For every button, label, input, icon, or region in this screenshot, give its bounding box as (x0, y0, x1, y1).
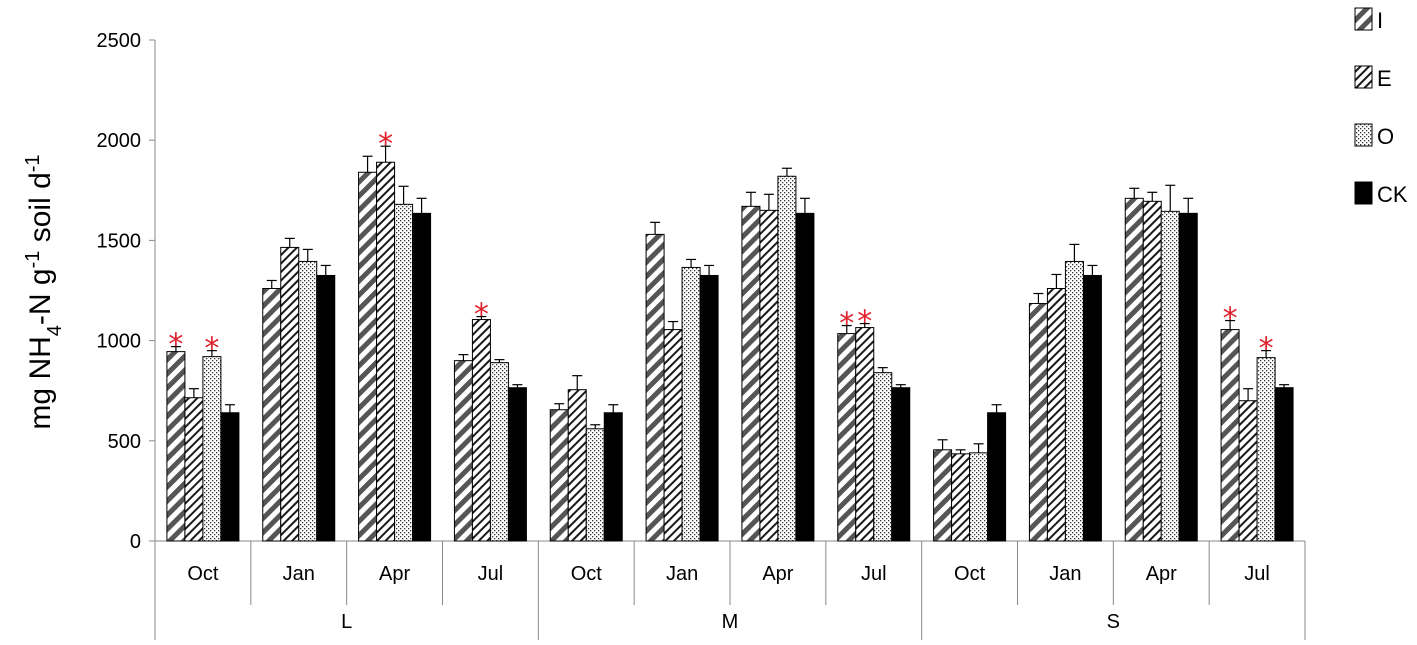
legend: I E O CK (1354, 7, 1408, 207)
y-tick-label: 500 (108, 431, 141, 453)
bar (298, 260, 318, 542)
x-group-label: M (722, 611, 739, 633)
bar (969, 452, 989, 542)
bar (873, 372, 893, 542)
bar (933, 449, 953, 542)
legend-swatch (1354, 65, 1373, 89)
bar (1238, 400, 1258, 542)
bar (681, 266, 701, 542)
x-month-label: Oct (571, 563, 603, 585)
bar (453, 360, 473, 542)
bar (1220, 329, 1240, 542)
significance-star: * (168, 328, 183, 363)
y-tick-label: 1000 (97, 331, 142, 353)
x-month-label: Jan (666, 563, 698, 585)
axes: 0 500 1000 1500 2000 2500 (97, 30, 1306, 640)
x-group-label: L (341, 611, 352, 633)
y-axis-label-sup1: -1 (22, 251, 44, 269)
significance-star: * (378, 127, 393, 162)
y-axis-label: mg NH4-N g-1 soil d-1 (22, 154, 66, 429)
y-tick-label: 2500 (97, 30, 142, 52)
x-month-label: Oct (187, 563, 219, 585)
bar (1028, 303, 1048, 542)
bar (262, 287, 282, 542)
y-axis-label-sup2: -1 (22, 154, 44, 172)
legend-label: CK (1377, 182, 1408, 207)
bar (795, 212, 815, 542)
bar (1046, 287, 1066, 542)
significance-star: * (1223, 302, 1238, 337)
bar (891, 387, 911, 542)
bar (507, 387, 527, 542)
bar (220, 412, 240, 542)
legend-label: E (1377, 66, 1392, 91)
x-group-label: S (1107, 611, 1120, 633)
bar (741, 205, 761, 542)
significance-star: * (204, 332, 219, 367)
x-month-label: Oct (954, 563, 986, 585)
bar (759, 209, 779, 542)
y-axis-label-sub: 4 (44, 325, 66, 336)
bar (489, 362, 509, 542)
significance-star: * (839, 307, 854, 342)
bar (1064, 260, 1084, 542)
bar (663, 329, 683, 542)
bar (412, 212, 432, 542)
bar (951, 453, 971, 542)
bar (987, 412, 1007, 542)
bar (585, 428, 605, 542)
bar (280, 246, 300, 542)
bar (549, 409, 569, 542)
bar (316, 274, 336, 542)
bar (376, 161, 396, 542)
bar (837, 333, 857, 542)
y-axis-label-mid2: soil d (24, 172, 57, 250)
bar (358, 171, 378, 542)
bar (777, 175, 797, 542)
x-month-label: Jul (478, 563, 504, 585)
bar (1082, 274, 1102, 542)
bar (1178, 212, 1198, 542)
significance-star: * (1259, 332, 1274, 367)
legend-label: O (1377, 124, 1394, 149)
y-axis-label-prefix: mg NH (24, 336, 57, 429)
y-tick-label: 2000 (97, 130, 142, 152)
bar (699, 274, 719, 542)
bar (394, 203, 414, 542)
bar (166, 351, 186, 542)
bar (1256, 357, 1276, 542)
x-month-label: Apr (762, 563, 793, 585)
bar (1124, 197, 1144, 542)
x-month-label: Jan (1049, 563, 1081, 585)
bar (471, 319, 491, 542)
bar (1274, 387, 1294, 542)
x-month-label: Jul (1244, 563, 1270, 585)
significance-star: * (857, 305, 872, 340)
x-category-labels: Oct Jan Apr Jul L Oct Jan Apr Jul M Oct Jan Apr Jul S (187, 563, 1270, 633)
bar (855, 327, 875, 542)
bars: * *** * * ** (166, 127, 1294, 542)
bar (202, 356, 222, 542)
significance-star: * (474, 298, 489, 333)
x-month-label: Apr (1146, 563, 1177, 585)
bar (603, 412, 623, 542)
bar (1160, 210, 1180, 542)
bar (567, 389, 587, 542)
bar (1142, 200, 1162, 542)
y-tick-label: 1500 (97, 230, 142, 252)
legend-label: I (1377, 8, 1383, 33)
legend-swatch (1354, 123, 1373, 147)
legend-swatch (1354, 181, 1373, 205)
x-month-label: Jan (283, 563, 315, 585)
y-axis-label-mid: -N g (24, 268, 57, 325)
x-month-label: Jul (861, 563, 887, 585)
y-tick-label: 0 (130, 531, 141, 553)
bar (184, 397, 204, 542)
x-month-label: Apr (379, 563, 410, 585)
legend-swatch (1354, 7, 1373, 31)
bar (645, 233, 665, 542)
